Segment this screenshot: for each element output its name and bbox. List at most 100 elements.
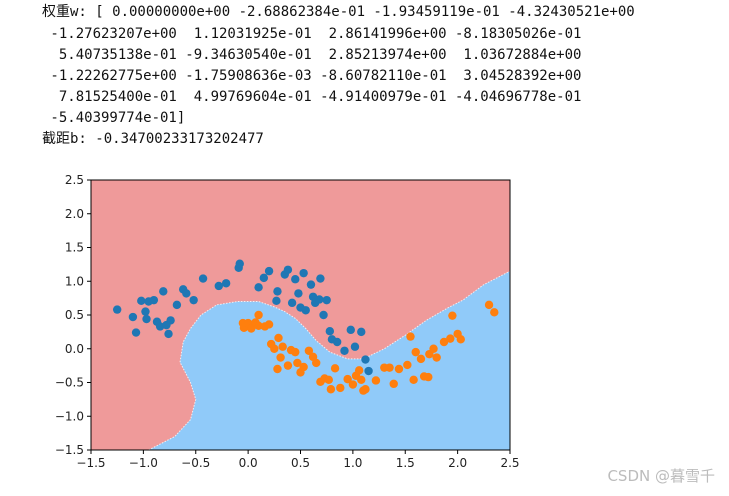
x-tick-label: 1.0 [343,456,362,470]
x-tick-label: 0.0 [239,456,258,470]
point-class-1 [270,344,279,353]
point-class-1 [330,364,340,373]
decision-boundary-line [148,270,511,451]
point-class-0 [294,289,303,298]
console-line: 权重w: [ 0.00000000e+00 -2.68862384e-01 -1… [42,4,635,20]
x-tick-label: 2.5 [500,456,519,470]
point-class-0 [141,307,150,316]
point-class-1 [304,346,314,355]
point-class-1 [291,347,300,357]
point-class-1 [385,363,394,372]
point-class-1 [274,333,283,343]
point-class-1 [354,366,364,375]
point-class-1 [490,308,499,317]
point-class-0 [182,289,191,298]
point-class-0 [315,295,324,304]
y-tick-label: 0.0 [65,342,84,356]
point-class-0 [155,322,165,331]
point-class-0 [112,305,122,314]
x-tick-label: 0.5 [291,456,310,470]
point-class-0 [357,327,366,337]
point-class-0 [272,296,281,306]
point-class-0 [142,314,151,324]
point-class-1 [416,354,426,364]
point-class-1 [411,347,420,357]
point-class-0 [273,287,282,296]
point-class-0 [214,281,223,291]
point-class-0 [301,306,310,315]
x-tick-label: −0.5 [181,456,210,470]
point-class-1 [299,362,308,372]
point-class-1 [403,360,412,370]
y-tick-label: 1.0 [65,274,84,288]
point-class-0 [332,337,342,347]
x-tick-label: −1.5 [76,456,105,470]
y-tick-label: 2.5 [65,173,84,187]
region-class-1 [148,271,511,450]
point-class-1 [394,364,404,374]
point-class-0 [128,312,138,322]
point-class-0 [364,366,373,376]
point-class-1 [343,374,352,384]
plot-area [90,179,511,451]
point-class-1 [448,311,457,320]
y-tick-label: −0.5 [55,376,84,390]
console-line: 5.40735138e-01 -9.34630540e-01 2.8521397… [42,47,582,63]
point-class-0 [164,329,173,339]
point-class-1 [371,376,381,385]
point-class-1 [429,344,438,353]
x-axis: −1.5 −1.0 −0.5 0.0 0.5 1.0 1.5 2.0 2.5 [76,450,520,470]
point-class-1 [247,324,256,333]
y-tick-label: −1.5 [55,443,84,457]
point-class-1 [446,334,455,343]
point-class-1 [276,353,285,362]
point-class-0 [287,298,297,308]
point-class-1 [439,337,449,347]
point-class-0 [316,274,325,283]
console-line: -1.22262775e+00 -1.75908636e-03 -8.60782… [42,68,582,84]
point-class-0 [291,275,300,284]
point-class-0 [325,327,335,336]
point-class-0 [306,280,316,289]
x-tick-label: 2.0 [448,456,467,470]
point-class-1 [357,375,366,384]
point-class-0 [172,300,182,310]
y-axis: −1.5 −1.0 −0.5 0.0 0.5 1.0 1.5 2.0 2.5 [55,173,91,457]
point-class-0 [259,273,269,283]
point-class-1 [293,358,302,368]
point-class-0 [340,346,349,355]
point-class-1 [264,320,274,329]
point-class-0 [221,279,231,288]
watermark: CSDN @暮雪千 [607,467,715,485]
point-class-0 [361,355,370,364]
point-class-1 [456,335,465,344]
point-class-0 [350,342,360,351]
point-class-1 [278,342,287,351]
point-class-0 [131,328,141,337]
point-class-1 [326,385,336,394]
point-class-0 [322,295,331,305]
console-line: 截距b: -0.34700233173202477 [42,131,264,147]
point-class-0 [189,295,198,305]
console-line: 7.81525400e-01 4.99769604e-01 -4.9140097… [42,89,582,105]
point-class-1 [424,372,433,382]
point-class-0 [346,325,355,335]
x-tick-label: −1.0 [129,456,158,470]
point-class-1 [324,375,333,384]
console-line: -1.27623207e+00 1.12031925e-01 2.8614199… [42,26,582,42]
console-line: -5.40399774e-01] [42,110,186,126]
point-class-1 [432,353,441,362]
point-class-0 [137,296,146,306]
point-class-0 [166,316,175,325]
point-class-0 [159,287,168,296]
y-tick-label: −1.0 [55,409,84,423]
point-class-1 [312,358,321,368]
point-class-1 [348,380,358,389]
point-class-0 [264,266,274,276]
y-tick-label: 2.0 [65,207,84,221]
point-class-0 [198,274,208,283]
x-tick-label: 1.5 [396,456,415,470]
point-class-1 [406,332,415,341]
point-class-0 [235,259,244,268]
